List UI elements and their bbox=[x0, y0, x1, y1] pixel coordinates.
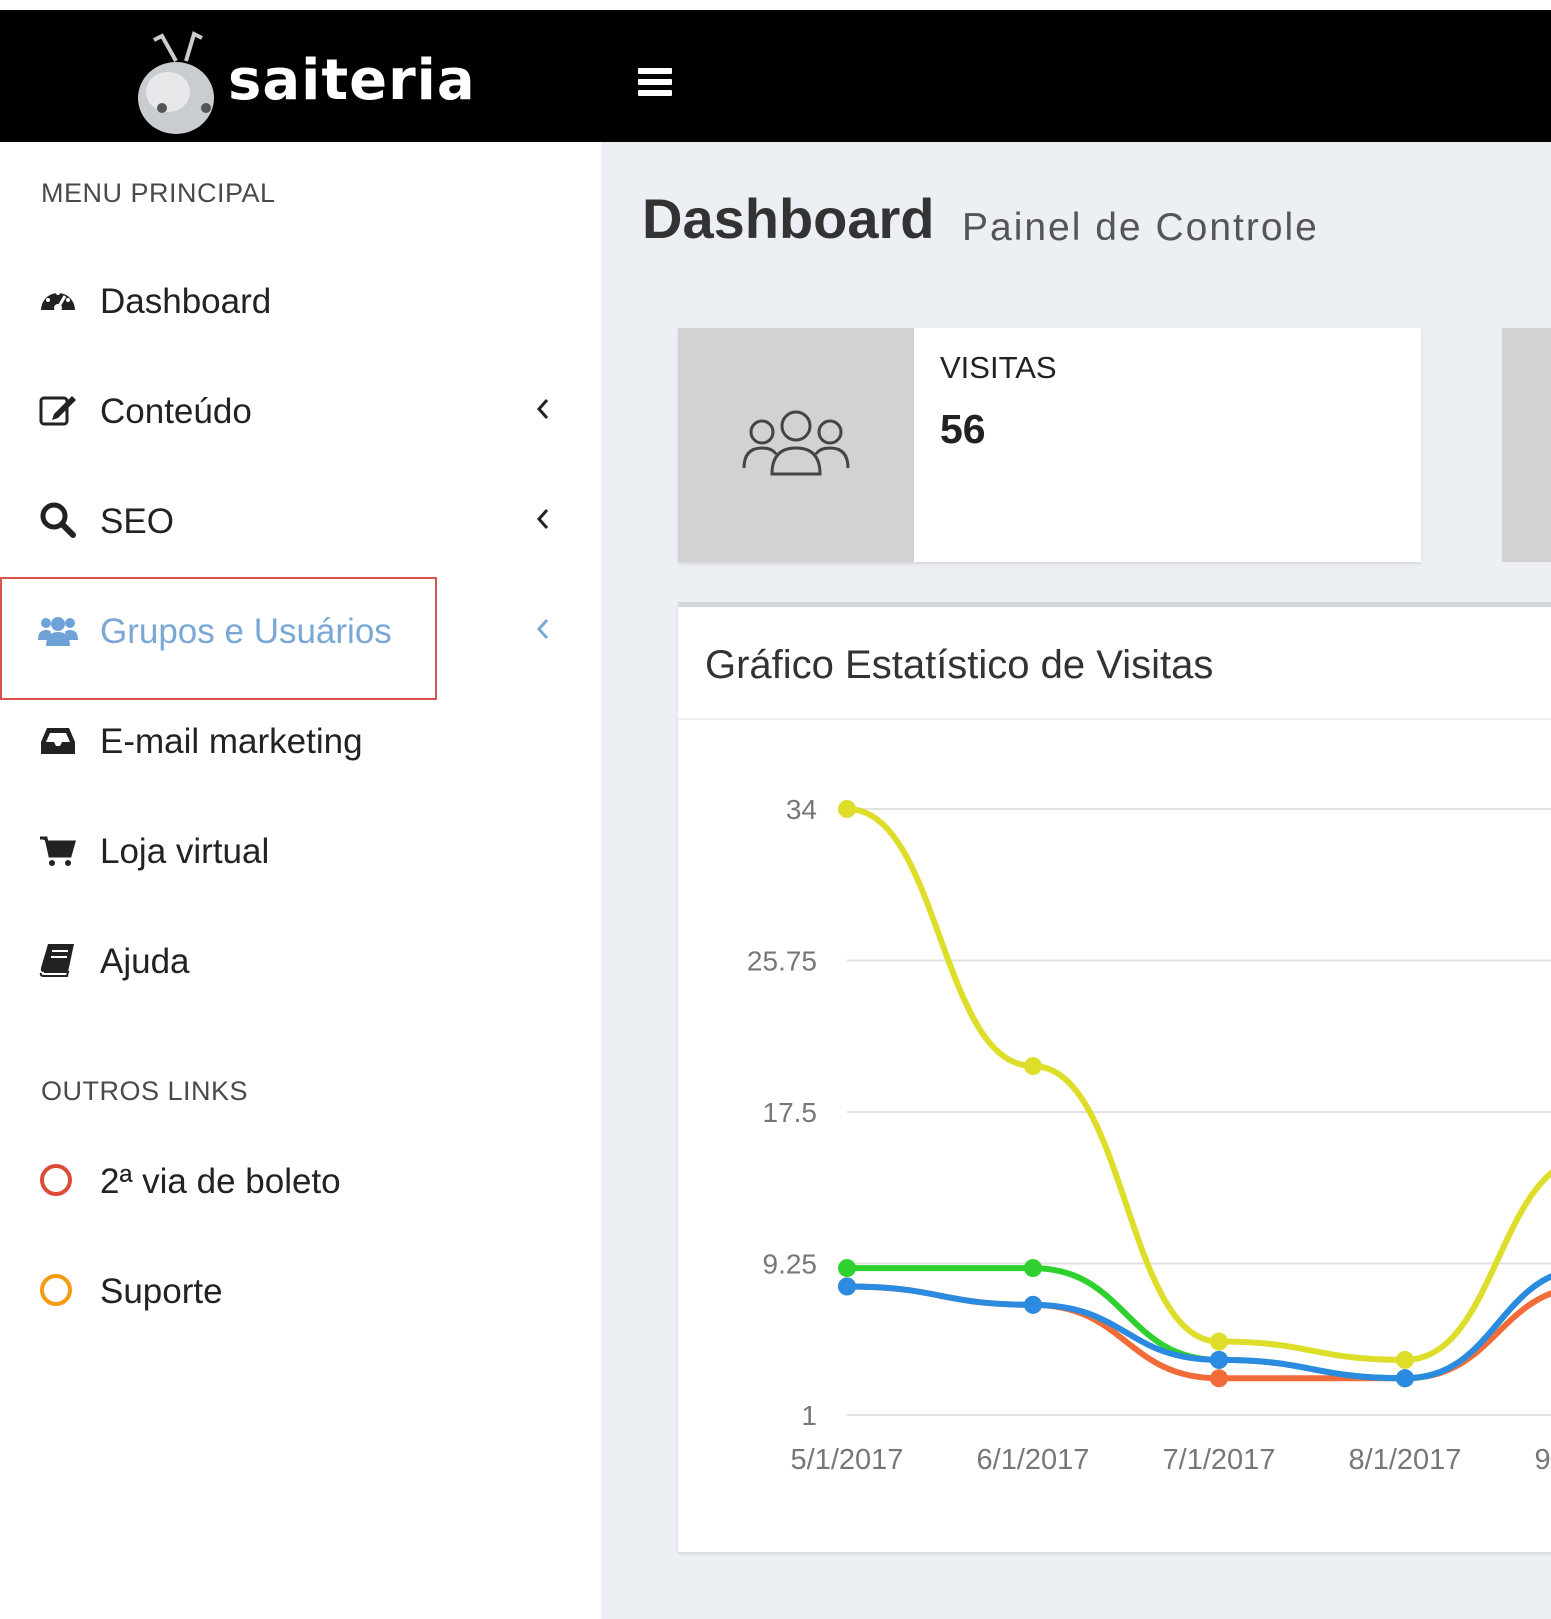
chart-series-line bbox=[846, 806, 1551, 1363]
inbox-icon bbox=[41, 728, 75, 754]
info-box-label: VISITAS bbox=[940, 350, 1057, 385]
x-tick-label: 8/1/2017 bbox=[1349, 1444, 1462, 1476]
y-tick-label: 34 bbox=[786, 794, 817, 825]
sidebar-item-label: Dashboard bbox=[100, 282, 272, 321]
y-tick-label: 1 bbox=[801, 1400, 817, 1431]
visits-chart-box: Gráfico Estatístico de Visitas 34 25.75 17… bbox=[678, 602, 1551, 1552]
info-box-partial bbox=[1502, 328, 1551, 562]
chart-title: Gráfico Estatístico de Visitas bbox=[705, 643, 1214, 687]
book-icon bbox=[39, 944, 74, 977]
circle-icon bbox=[40, 1274, 72, 1306]
chart-data-point bbox=[1024, 1259, 1042, 1278]
dashboard-icon bbox=[41, 291, 75, 312]
chevron-left-icon[interactable] bbox=[532, 394, 554, 424]
y-tick-label: 17.5 bbox=[763, 1097, 818, 1128]
sidebar-item-label: SEO bbox=[100, 502, 174, 541]
menu-toggle-icon[interactable] bbox=[638, 68, 672, 98]
x-tick-label: 7/1/2017 bbox=[1163, 1444, 1276, 1476]
chart-data-point bbox=[1396, 1369, 1414, 1388]
sidebar-item-label: Conteúdo bbox=[100, 392, 252, 431]
sidebar-item-loja-virtual[interactable]: Loja virtual bbox=[0, 794, 560, 904]
sidebar-item-label: Ajuda bbox=[100, 942, 190, 981]
chevron-left-icon[interactable] bbox=[532, 614, 554, 644]
sidebar: MENU PRINCIPAL Dashboard Conteúdo SEO bbox=[0, 142, 601, 1619]
navbar-background: saiteria bbox=[0, 10, 1551, 142]
y-tick-label: 25.75 bbox=[747, 946, 817, 977]
edit-icon bbox=[39, 396, 76, 426]
chart-data-point bbox=[1024, 1295, 1042, 1314]
circle-icon bbox=[40, 1164, 72, 1196]
visits-info-box: VISITAS 56 bbox=[678, 328, 1421, 562]
sidebar-item-label: Grupos e Usuários bbox=[100, 612, 392, 651]
sidebar-item-label: Suporte bbox=[100, 1272, 223, 1311]
main-menu-header: MENU PRINCIPAL bbox=[41, 178, 276, 208]
other-links-header: OUTROS LINKS bbox=[41, 1076, 249, 1106]
sidebar-item-email-marketing[interactable]: E-mail marketing bbox=[0, 684, 560, 794]
logo-text: saiteria bbox=[228, 48, 476, 113]
sidebar-item-label: 2ª via de boleto bbox=[100, 1162, 341, 1201]
sidebar-item-label: Loja virtual bbox=[100, 832, 270, 871]
chart-data-point bbox=[1024, 1057, 1042, 1076]
chart-data-point bbox=[1210, 1332, 1228, 1351]
chart-data-point bbox=[1396, 1350, 1414, 1369]
cart-icon bbox=[40, 836, 76, 866]
sidebar-item-seo[interactable]: SEO bbox=[0, 464, 560, 574]
chart-data-point bbox=[838, 1277, 856, 1296]
chart-data-point bbox=[838, 1259, 856, 1278]
logo[interactable]: saiteria bbox=[136, 26, 476, 136]
chart-data-point bbox=[1210, 1350, 1228, 1369]
sidebar-item-ajuda[interactable]: Ajuda bbox=[0, 904, 560, 1014]
sidebar-item-conteudo[interactable]: Conteúdo bbox=[0, 354, 560, 464]
visits-line-chart: 34 25.75 17.5 9.25 1 5/1/2017 6/1/2017 7/1/2017… bbox=[747, 794, 1551, 1476]
sidebar-item-grupos-usuarios[interactable]: Grupos e Usuários bbox=[0, 574, 560, 684]
page-title: Dashboard bbox=[642, 187, 935, 250]
page-subtitle: Painel de Controle bbox=[962, 206, 1319, 249]
users-outline-icon bbox=[742, 410, 850, 476]
chart-data-point bbox=[838, 800, 856, 818]
chevron-left-icon[interactable] bbox=[532, 504, 554, 534]
x-tick-label: 9/1/2017 bbox=[1535, 1444, 1551, 1476]
search-icon bbox=[40, 502, 76, 538]
chart-data-point bbox=[1210, 1369, 1228, 1388]
sidebar-item-suporte[interactable]: Suporte bbox=[0, 1234, 560, 1344]
info-box-value: 56 bbox=[940, 406, 986, 452]
chart-divider bbox=[678, 718, 1551, 720]
info-box-icon-area bbox=[678, 328, 914, 562]
y-tick-label: 9.25 bbox=[763, 1249, 818, 1280]
top-navbar: saiteria bbox=[0, 0, 1551, 142]
sidebar-item-boleto[interactable]: 2ª via de boleto bbox=[0, 1124, 560, 1234]
ant-logo-icon bbox=[138, 31, 214, 134]
sidebar-item-dashboard[interactable]: Dashboard bbox=[0, 244, 560, 354]
main-content: Dashboard Painel de Controle VISITAS 56 … bbox=[601, 142, 1551, 1619]
x-tick-label: 5/1/2017 bbox=[791, 1444, 904, 1476]
sidebar-item-label: E-mail marketing bbox=[100, 722, 363, 761]
x-tick-label: 6/1/2017 bbox=[977, 1444, 1090, 1476]
chart-series-line bbox=[846, 1273, 1551, 1382]
users-icon bbox=[38, 617, 78, 646]
